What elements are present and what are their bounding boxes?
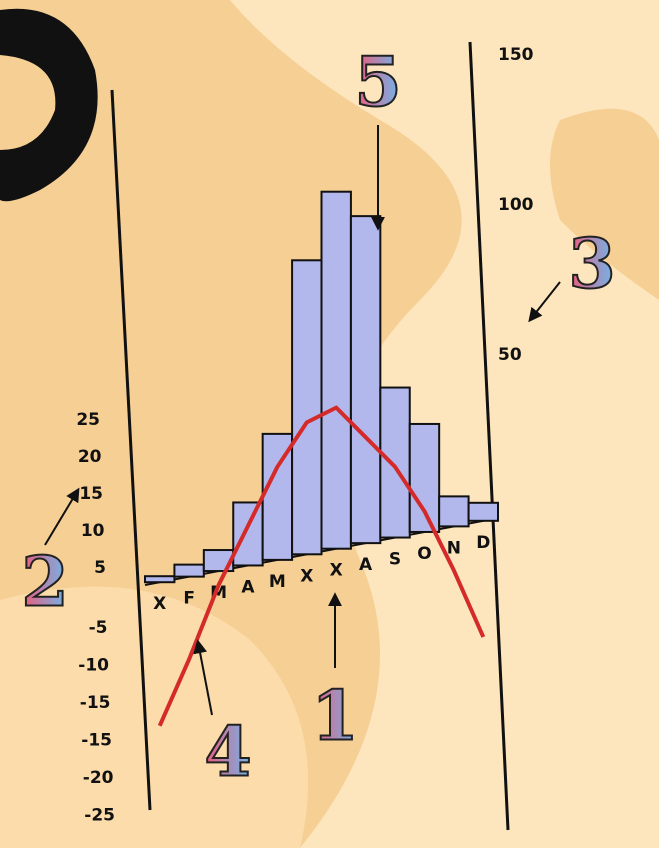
y2-tick-label: 150 (498, 45, 534, 65)
x-tick-label: A (241, 577, 255, 597)
y-tick-label: -25 (84, 806, 115, 826)
bar (292, 260, 321, 554)
annotation: 1 (311, 677, 358, 757)
bar (322, 192, 351, 549)
y-tick-label: -5 (89, 618, 108, 638)
y-tick-label: 10 (81, 521, 105, 541)
y-tick-label: -15 (81, 731, 112, 751)
bar (174, 565, 203, 577)
y-tick-label: -15 (80, 693, 111, 713)
annotation: 2 (21, 543, 68, 623)
bar (351, 216, 380, 543)
x-tick-label: D (476, 533, 490, 553)
bar (145, 576, 174, 582)
y-tick-label: -10 (78, 656, 109, 676)
annotation: 5 (354, 43, 401, 123)
x-tick-label: S (389, 550, 401, 570)
x-tick-label: M (269, 572, 286, 592)
annotation: 4 (204, 713, 251, 793)
x-tick-label: F (183, 589, 195, 609)
bar (233, 502, 262, 565)
y2-tick-label: 100 (498, 195, 534, 215)
x-tick-label: X (300, 566, 313, 586)
bar (410, 424, 439, 532)
chart: 252015105-5-10-15-15-20-2515010050XFMAMX… (0, 0, 659, 848)
bar (380, 388, 409, 538)
y2-tick-label: 50 (498, 345, 522, 365)
x-tick-label: A (359, 555, 373, 575)
annotation: 3 (568, 225, 615, 305)
y-tick-label: -20 (83, 768, 114, 788)
x-tick-label: O (417, 544, 431, 564)
x-tick-label: X (153, 594, 166, 614)
bar (469, 503, 498, 521)
y-tick-label: 20 (78, 447, 102, 467)
x-tick-label: N (447, 538, 461, 558)
y-tick-label: 5 (94, 558, 106, 578)
bar (439, 496, 468, 526)
x-tick-label: X (330, 561, 343, 581)
y-tick-label: 25 (76, 410, 100, 430)
y-tick-label: 15 (79, 484, 103, 504)
